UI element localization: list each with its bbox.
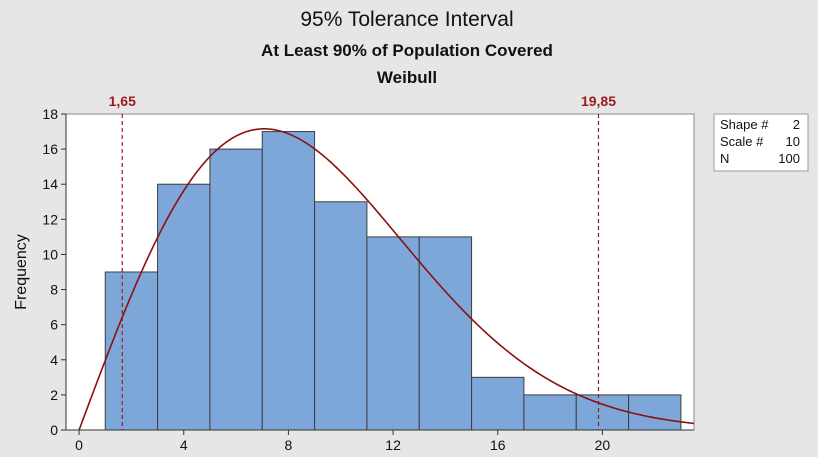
x-tick-label: 20 [595, 437, 611, 453]
histogram-bar-0 [104, 271, 159, 431]
x-tick-label: 0 [75, 437, 83, 453]
weibull-fit-curve [78, 128, 695, 431]
y-tick-label: 0 [50, 422, 58, 438]
x-tick-label: 16 [490, 437, 506, 453]
x-tick-label: 12 [385, 437, 401, 453]
y-tick-label: 14 [42, 176, 58, 192]
chart-title: 95% Tolerance Interval [300, 8, 513, 31]
tolerance-label-0: 1,65 [109, 93, 136, 109]
histogram-bar-3 [261, 131, 316, 431]
axes: 0 4 8 12 16 20 0 2 4 6 8 10 12 14 16 18 [42, 106, 694, 453]
legend-label-n: N [720, 151, 729, 166]
histogram-bar-4 [314, 201, 368, 431]
legend-label-shape: Shape # [720, 117, 769, 132]
y-tick-label: 2 [50, 387, 58, 403]
legend-value-shape: 2 [793, 117, 800, 132]
y-tick-label: 6 [50, 317, 58, 333]
reference-lines: 1,65 19,85 [109, 93, 616, 430]
chart-subtitle: At Least 90% of Population Covered [261, 41, 553, 60]
fit-curve-group [78, 128, 695, 431]
histogram-bar-7 [471, 376, 525, 431]
y-tick-label: 16 [42, 141, 58, 157]
y-tick-label: 12 [42, 211, 58, 227]
histogram-bar-6 [418, 236, 473, 431]
histogram-bar-10 [628, 394, 682, 431]
y-axis-label: Frequency [13, 234, 30, 310]
histogram-bars [104, 131, 682, 431]
histogram-bar-2 [209, 148, 263, 431]
y-tick-label: 10 [42, 246, 58, 262]
x-tick-label: 8 [285, 437, 293, 453]
legend-value-n: 100 [778, 151, 800, 166]
y-tick-label: 4 [50, 352, 58, 368]
histogram-bar-9 [575, 394, 630, 431]
histogram-bar-8 [523, 394, 577, 431]
y-tick-label: 8 [50, 282, 58, 298]
histogram-bar-5 [366, 236, 420, 431]
tolerance-label-1: 19,85 [581, 93, 616, 109]
histogram-bar-1 [157, 183, 211, 431]
legend: Shape # 2 Scale # 10 N 100 [713, 113, 809, 172]
legend-value-scale: 10 [786, 134, 800, 149]
x-tick-label: 4 [180, 437, 188, 453]
legend-label-scale: Scale # [720, 134, 764, 149]
legend-box [713, 113, 809, 172]
y-tick-label: 18 [42, 106, 58, 122]
distribution-label: Weibull [377, 68, 437, 87]
